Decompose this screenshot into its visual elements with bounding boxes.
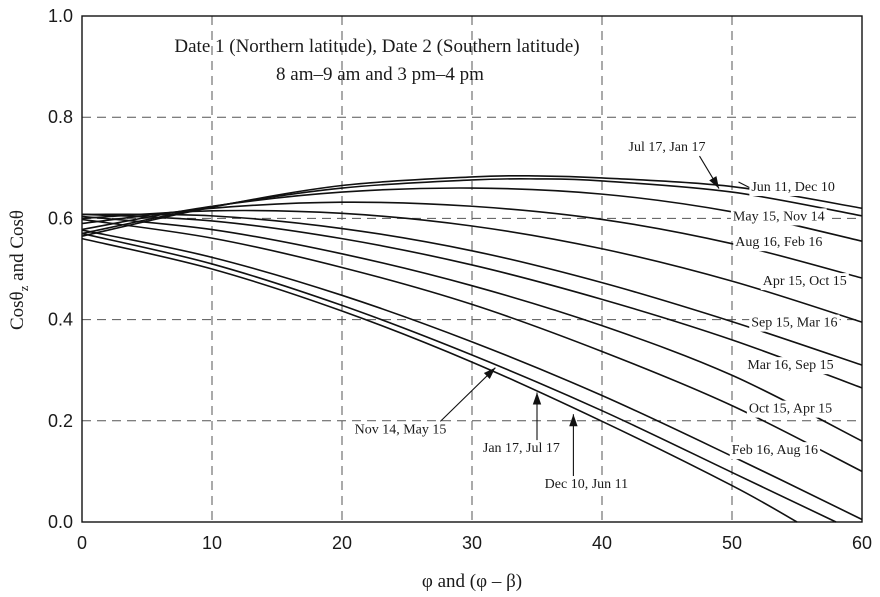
arrow-head (709, 176, 719, 189)
x-axis-title: φ and (φ – β) (422, 571, 522, 592)
series-labels: Jul 17, Jan 17 Jun 11, Dec 10 May 15, Nov … (352, 139, 849, 494)
y-axis-title-main: Cosθ (7, 291, 28, 330)
series-label-background (626, 139, 708, 157)
series-label-oct-15-apr-15: Oct 15, Apr 15 (749, 402, 832, 417)
arrow-head (532, 392, 542, 405)
leader-line (738, 181, 750, 189)
series-line-apr-15-oct-15 (81, 209, 863, 323)
series-line-oct-15-apr-15 (81, 215, 863, 442)
series-label-may-15-nov-14: May 15, Nov 14 (733, 209, 825, 224)
series-label-background (749, 314, 840, 332)
series-label-feb-16-aug-16: Feb 16, Aug 16 (732, 443, 818, 458)
series-label-background (746, 400, 835, 418)
series-label-background (542, 476, 631, 494)
series-line-aug-16-feb-16 (81, 201, 863, 279)
series-label-aug-16-feb-16: Aug 16, Feb 16 (735, 235, 822, 250)
series-label-background (352, 421, 449, 439)
y-axis-title: Cosθz and Cosθ (7, 210, 31, 330)
series-line-feb-16-aug-16 (81, 218, 863, 473)
annotation-line-1: Date 1 (Northern latitude), Date 2 (Sout… (174, 36, 579, 57)
series-line-mar-16-sep-15 (81, 213, 863, 389)
x-tick-label: 60 (852, 533, 872, 553)
grid (82, 16, 862, 522)
series-label-background (749, 179, 837, 197)
y-tick-label: 0.4 (48, 310, 73, 330)
x-tick-label: 0 (77, 533, 87, 553)
annotation-line-2: 8 am–9 am and 3 pm–4 pm (276, 64, 484, 85)
series-line-sep-15-mar-16 (81, 213, 863, 366)
series-label-jun-11-dec-10: Jun 11, Dec 10 (751, 180, 834, 195)
series-label-mar-16-sep-15: Mar 16, Sep 15 (747, 358, 833, 373)
arrow-head (569, 414, 578, 427)
series-label-background (760, 273, 849, 291)
y-tick-label: 1.0 (48, 6, 73, 26)
series-label-jul-17-jan-17: Jul 17, Jan 17 (629, 140, 706, 155)
y-tick-label: 0.2 (48, 411, 73, 431)
series-label-background (729, 442, 821, 460)
series-label-dec-10-jun-11: Dec 10, Jun 11 (545, 477, 628, 492)
y-tick-label: 0.8 (48, 107, 73, 127)
series-line-dec-10-jun-11 (81, 237, 798, 523)
y-axis-title-tail: and Cosθ (7, 210, 28, 286)
leader-line (440, 367, 496, 422)
x-tick-label: 10 (202, 533, 222, 553)
y-tick-label: 0.0 (48, 512, 73, 532)
series-label-background (733, 234, 825, 252)
x-tick-label: 20 (332, 533, 352, 553)
series-label-background (745, 357, 836, 375)
y-axis-title-subscript: z (16, 285, 31, 291)
series-label-background (480, 440, 562, 458)
x-tick-label: 30 (462, 533, 482, 553)
series-line-jan-17-jul-17 (81, 232, 837, 523)
x-tick-label: 40 (592, 533, 612, 553)
arrow-head (483, 367, 496, 380)
y-tick-label: 0.6 (48, 208, 73, 228)
series-curves (81, 174, 863, 523)
series-label-background (730, 208, 827, 226)
series-label-sep-15-mar-16: Sep 15, Mar 16 (751, 316, 837, 331)
series-label-nov-14-may-15: Nov 14, May 15 (355, 422, 447, 437)
series-label-jan-17-jul-17: Jan 17, Jul 17 (483, 441, 560, 456)
axis-ticks: 0 10 20 30 40 50 60 0.0 0.2 0.4 0.6 0.8 1.0 (48, 6, 872, 553)
series-label-apr-15-oct-15: Apr 15, Oct 15 (763, 274, 847, 289)
plot-frame (81, 15, 863, 523)
x-tick-label: 50 (722, 533, 742, 553)
